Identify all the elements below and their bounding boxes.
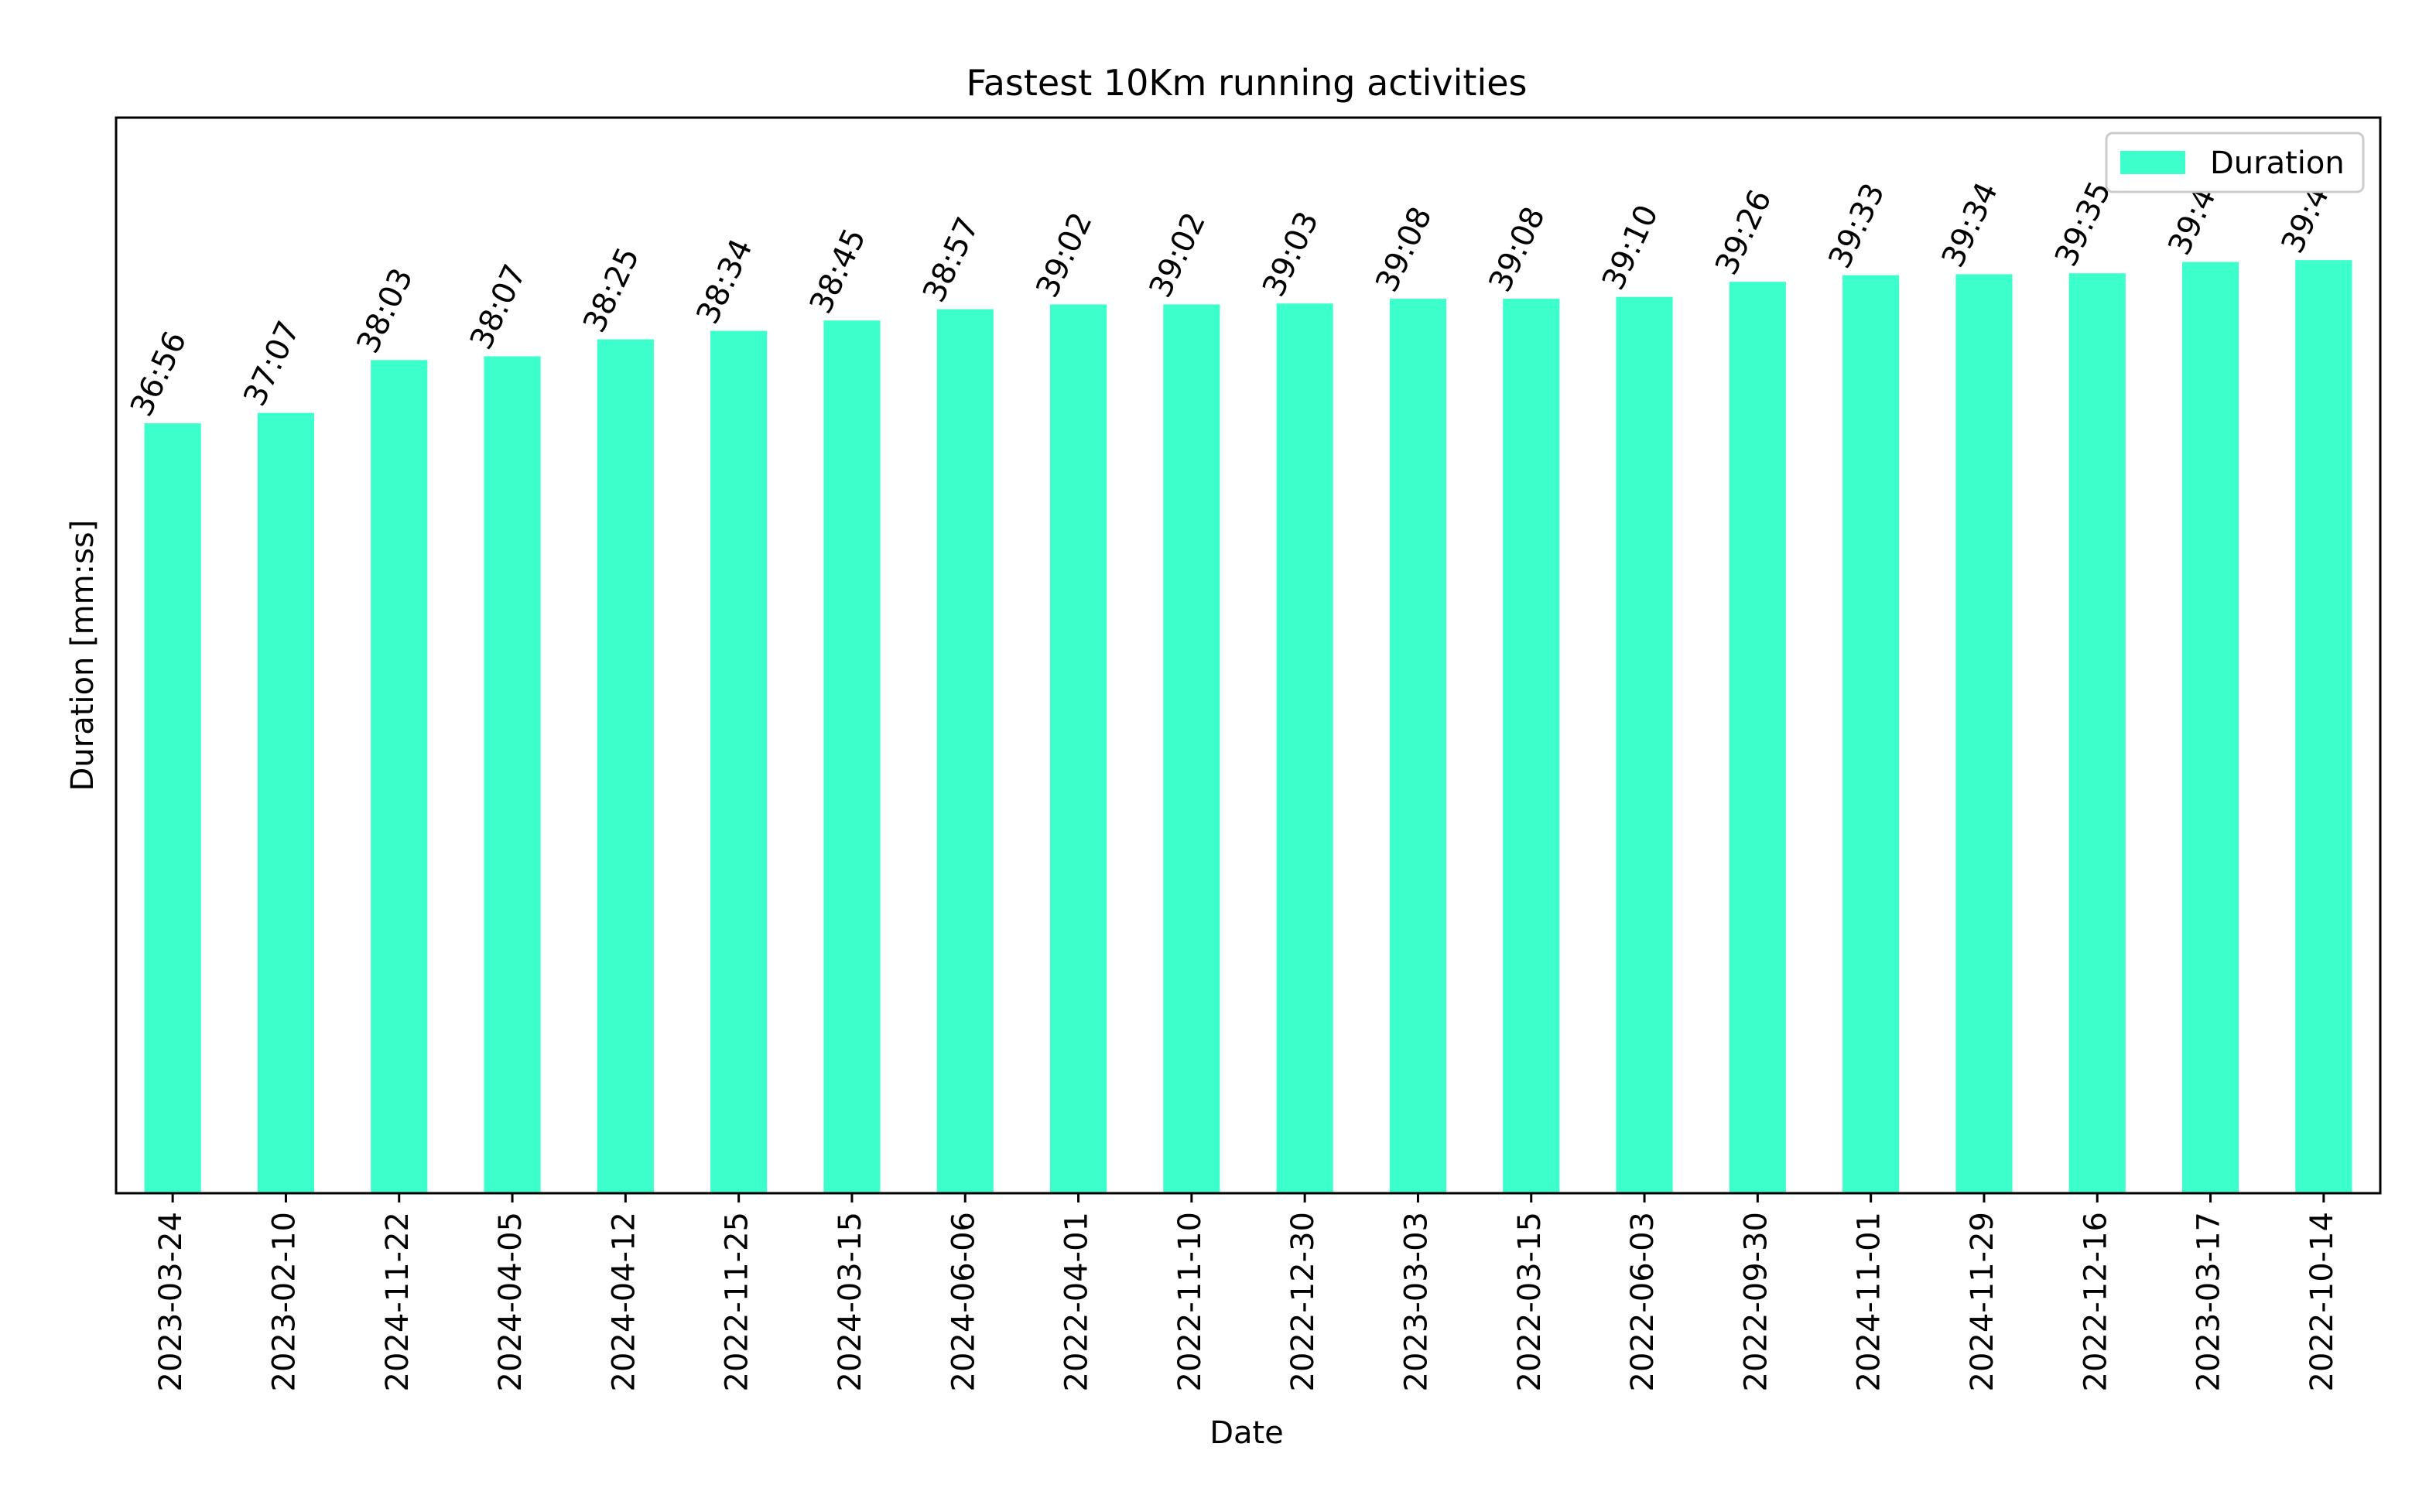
x-tick-label: 2022-11-10 — [1172, 1212, 1208, 1391]
bar — [371, 360, 428, 1194]
x-tick-label: 2022-10-14 — [2304, 1212, 2340, 1391]
bar — [1049, 304, 1107, 1194]
x-ticks-layer: 2023-03-24 2023-02-10 2024-11-22 2024-04-05… — [153, 1193, 2340, 1391]
bar — [1616, 296, 1673, 1194]
bar — [2068, 273, 2126, 1193]
bars-layer — [144, 260, 2352, 1194]
x-tick-label: 2022-03-15 — [1512, 1212, 1548, 1391]
x-tick-label: 2022-09-30 — [1738, 1212, 1774, 1391]
x-tick-label: 2023-03-24 — [153, 1212, 189, 1391]
y-axis-label: Duration [mm:ss] — [65, 520, 101, 792]
bar — [484, 356, 541, 1194]
x-tick-label: 2023-02-10 — [266, 1212, 302, 1391]
x-tick-label: 2024-04-12 — [606, 1212, 642, 1391]
legend-label: Duration — [2210, 145, 2345, 181]
x-tick-label: 2024-04-05 — [493, 1212, 529, 1391]
x-tick-label: 2022-12-30 — [1285, 1212, 1321, 1391]
bar — [1955, 274, 2013, 1193]
bar — [710, 330, 768, 1193]
x-tick-label: 2024-06-06 — [946, 1212, 981, 1391]
x-tick-label: 2022-11-25 — [720, 1212, 755, 1391]
bar — [1503, 299, 1560, 1194]
bar — [1276, 303, 1333, 1193]
bar — [1389, 299, 1447, 1194]
bar — [144, 423, 201, 1193]
x-tick-label: 2024-11-01 — [1852, 1212, 1887, 1391]
bar — [1729, 282, 1786, 1193]
x-axis-label: Date — [1209, 1415, 1284, 1451]
x-tick-label: 2022-12-16 — [2078, 1212, 2113, 1391]
bar — [597, 339, 654, 1193]
x-tick-label: 2023-03-03 — [1398, 1212, 1434, 1391]
x-tick-label: 2022-04-01 — [1059, 1212, 1095, 1391]
bar — [1163, 304, 1220, 1194]
bar — [1842, 275, 1900, 1193]
bar — [257, 412, 315, 1193]
x-tick-label: 2024-11-22 — [380, 1212, 416, 1391]
x-tick-label: 2024-03-15 — [833, 1212, 868, 1391]
x-tick-label: 2022-06-03 — [1625, 1212, 1661, 1391]
bar — [936, 309, 994, 1193]
x-tick-label: 2023-03-17 — [2191, 1212, 2227, 1391]
legend-frame — [2105, 132, 2365, 193]
bar — [823, 320, 881, 1193]
bar — [2295, 260, 2352, 1194]
x-tick-label: 2024-11-29 — [1965, 1212, 2000, 1391]
plot-frame — [115, 116, 2382, 1195]
legend-swatch — [2120, 151, 2185, 174]
chart-title: Fastest 10Km running activities — [967, 62, 1528, 104]
bar — [2181, 262, 2239, 1194]
legend: Duration — [2105, 132, 2365, 193]
